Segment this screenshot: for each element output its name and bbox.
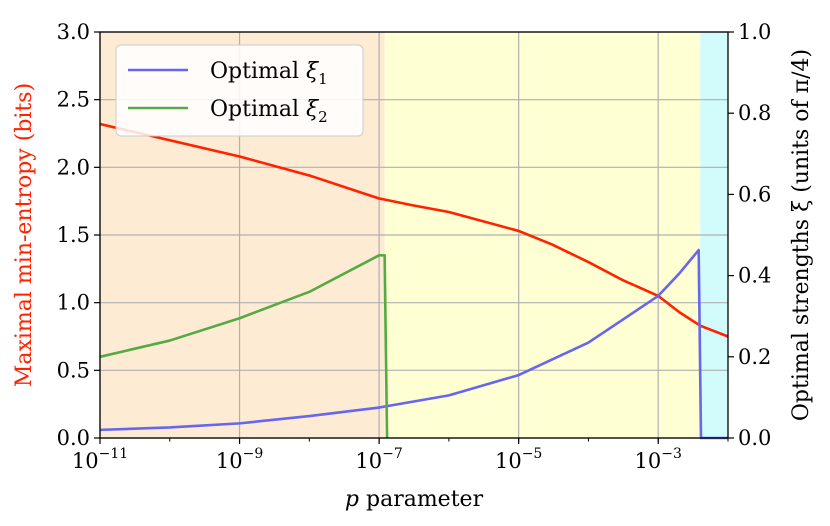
- x-tick-label-exp: −9: [243, 446, 264, 462]
- series-line-2: [99, 254, 389, 439]
- legend-label-0: Optimal ξ1: [210, 59, 328, 88]
- x-tick-label-exp: −3: [661, 446, 682, 462]
- y-left-tick-label-4: 2.0: [57, 155, 90, 179]
- legend-label-prefix: Optimal: [210, 59, 306, 84]
- x-tick-label-1: 10−9: [216, 446, 263, 473]
- y-left-tick-label-2: 1.0: [57, 291, 90, 315]
- y-axis-label-left: Maximal min-entropy (bits): [12, 83, 37, 387]
- x-tick-label-exp: −7: [382, 446, 403, 462]
- x-tick-label-2: 10−7: [355, 446, 402, 473]
- x-tick-label-base: 10: [355, 449, 382, 473]
- legend-label-prefix: Optimal: [210, 97, 306, 122]
- legend-box: [115, 44, 364, 137]
- x-tick-label-exp: −5: [522, 446, 543, 462]
- tick-labels: 10−11 10−9 10−7 10−5 10−30.00.51.01.52.02.53…: [57, 20, 772, 473]
- y-right-tick-label-5: 1.0: [738, 20, 771, 44]
- x-axis-label: p parameter: [345, 487, 484, 512]
- y-left-tick-label-1: 0.5: [57, 358, 90, 382]
- legend-label-subscript: 1: [318, 70, 328, 88]
- legend-label-subscript: 2: [318, 108, 328, 126]
- x-tick-label-0: 10−11: [72, 446, 128, 473]
- series-line-1: [99, 248, 728, 440]
- y-right-tick-label-0: 0.0: [738, 426, 771, 450]
- y-right-tick-label-4: 0.8: [738, 101, 771, 125]
- y-right-tick-label-2: 0.4: [738, 264, 771, 288]
- legend-label-1: Optimal ξ2: [210, 97, 328, 126]
- y-right-tick-label-3: 0.6: [738, 182, 771, 206]
- legend-label-symbol: ξ: [306, 97, 320, 122]
- x-tick-label-base: 10: [216, 449, 243, 473]
- y-left-tick-label-5: 2.5: [57, 88, 90, 112]
- y-axis-label-right: Optimal strengths ξ (units of π/4): [789, 49, 814, 421]
- x-tick-label-base: 10: [635, 449, 662, 473]
- tick-marks: [94, 31, 734, 444]
- y-right-tick-label-1: 0.2: [738, 345, 771, 369]
- series-lines: [99, 122, 729, 440]
- y-left-tick-label-0: 0.0: [57, 426, 90, 450]
- series-line-0: [99, 122, 729, 338]
- x-tick-label-base: 10: [495, 449, 522, 473]
- legend-label-symbol: ξ: [306, 59, 320, 84]
- x-tick-label-3: 10−5: [495, 446, 542, 473]
- x-tick-label-exp: −11: [99, 446, 129, 462]
- x-axis-label-rest: parameter: [359, 487, 484, 512]
- y-left-tick-label-6: 3.0: [57, 20, 90, 44]
- x-tick-label-4: 10−3: [635, 446, 682, 473]
- x-axis-label-var: p: [345, 487, 359, 512]
- y-left-tick-label-3: 1.5: [57, 223, 90, 247]
- x-tick-label-base: 10: [72, 449, 99, 473]
